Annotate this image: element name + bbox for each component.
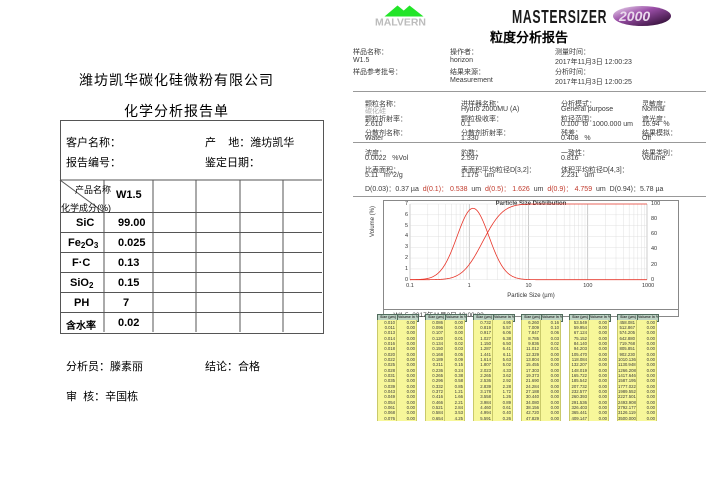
svg-text:MALVERN: MALVERN	[375, 17, 426, 29]
svg-text:2000: 2000	[618, 8, 650, 24]
